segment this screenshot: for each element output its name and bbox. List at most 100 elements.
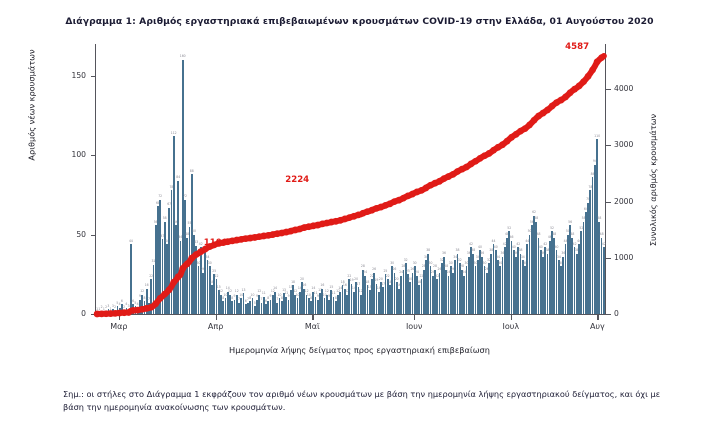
bar [384,274,387,314]
y2-tick-label: 1000 [614,252,634,262]
bar-value-label: 58 [581,216,586,221]
bar-value-label: 36 [514,251,518,256]
bar [506,237,508,314]
bar-value-label: 2 [123,305,126,310]
bar-value-label: 9 [316,294,319,299]
bar [229,294,231,314]
bar-value-label: 24 [430,270,435,275]
bar-value-label: 52 [579,225,584,230]
bar-value-label: 56 [173,219,178,224]
bar-value-label: 17 [381,281,386,286]
bar-value-label: 34 [556,254,561,259]
bar-value-label: 30 [473,260,478,265]
bar [332,296,335,314]
line-marker [589,66,597,74]
bar [337,294,339,314]
bar-value-label: 18 [365,279,370,284]
bar [206,260,209,314]
y2-tick-mark [606,89,611,91]
bar [535,221,538,314]
line-value-annotation: 1100 [203,238,228,249]
line-value-annotation: 2224 [285,174,310,185]
bar [371,279,373,314]
bar [542,256,544,314]
bar-value-label: 1 [96,306,99,311]
bar-value-label: 30 [523,260,527,265]
bar-value-label: 48 [570,232,575,237]
bar [596,139,598,314]
bar [499,266,502,314]
bar-value-label: 36 [480,251,485,256]
bar-value-label: 10 [295,292,300,297]
bar [497,260,499,314]
bar [244,304,247,314]
bar [483,266,486,314]
bar [251,298,254,314]
bar [436,279,439,314]
line-marker [170,278,178,286]
bar [395,282,398,314]
y2-tick-label: 0 [614,309,619,318]
bar-value-label: 26 [410,267,415,272]
bar [258,294,261,314]
bar [454,260,457,314]
bar-value-label: 34 [453,254,458,259]
bar [548,240,551,314]
bar-value-label: 3 [127,303,130,308]
bar [157,206,159,314]
bar [235,294,238,314]
bar [521,260,524,314]
bar-value-label: 26 [201,267,205,272]
line-marker [580,78,587,86]
bar-value-label: 12 [304,289,309,294]
bar [233,299,236,314]
bar-value-label: 11 [331,291,336,296]
y2-tick-label: 2000 [614,196,634,206]
bar-value-label: 28 [432,264,437,269]
bar [208,266,211,314]
bar-value-label: 8 [222,295,225,300]
bar-value-label: 7 [247,297,249,302]
chart-title: Διάγραμμα 1: Αριθμός εργαστηριακά επιβεβ… [65,16,654,27]
bar [456,253,459,314]
bar [240,298,243,314]
bar [458,263,461,314]
bar [512,250,515,314]
bar [170,190,173,314]
bar [422,269,425,314]
bar-value-label: 22 [419,273,424,278]
x-tick-mark [414,315,416,320]
bar-value-label: 18 [340,279,345,284]
y-tick-label: 100 [71,150,87,160]
bar-value-label: 14 [376,286,381,291]
bar-value-label: 16 [302,283,307,288]
bar [152,264,155,314]
bar-value-label: 14 [311,286,316,291]
bar [488,263,490,314]
bar [226,291,229,314]
bar-value-label: 10 [277,292,282,297]
bar-value-label: 44 [563,238,568,243]
y-axis-left-title: Αριθμός νέων κρουσμάτων [26,49,37,161]
bar [564,244,567,314]
y2-tick-mark [606,257,611,259]
bar [578,244,580,314]
bar [400,275,403,314]
bar-value-label: 19 [349,278,354,283]
bar-value-label: 34 [496,254,500,259]
bar [398,288,400,314]
bar-value-label: 44 [577,238,582,243]
bar [141,294,144,314]
bar-value-label: 6 [244,298,247,303]
y-tick-mark [91,75,96,77]
bar-value-label: 43 [194,240,199,245]
bar [476,260,479,314]
line-marker [584,72,592,80]
bar-value-label: 16 [144,283,149,288]
bar-value-label: 70 [586,197,591,202]
bar [587,202,589,314]
bar-value-label: 78 [588,184,593,189]
bar-value-label: 8 [231,295,234,300]
bar [224,298,227,314]
bar [404,263,407,314]
